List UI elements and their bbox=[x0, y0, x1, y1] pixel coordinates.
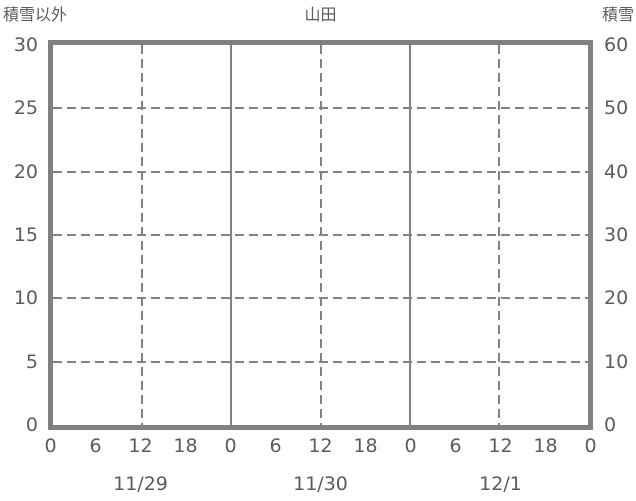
y-right-tick-label: 0 bbox=[604, 414, 617, 436]
x-date-label: 11/29 bbox=[113, 473, 168, 495]
y-left-tick-label: 5 bbox=[25, 350, 38, 373]
x-hour-tick-label: 0 bbox=[44, 435, 57, 457]
y-right-tick-label: 50 bbox=[604, 97, 629, 120]
noon-gridline bbox=[319, 45, 322, 425]
y-left-tick-label: 25 bbox=[13, 97, 38, 120]
x-hour-tick-label: 0 bbox=[224, 435, 237, 457]
x-hour-tick-label: 6 bbox=[89, 435, 102, 457]
y-right-tick-label: 40 bbox=[604, 160, 629, 183]
y-left-tick-label: 15 bbox=[13, 224, 38, 246]
x-hour-tick-label: 6 bbox=[449, 435, 462, 457]
x-hour-tick-label: 18 bbox=[173, 435, 198, 457]
y-right-tick-label: 20 bbox=[604, 287, 629, 310]
x-hour-tick-label: 12 bbox=[308, 435, 333, 457]
left-axis-title: 積雪以外 bbox=[3, 5, 68, 24]
y-left-tick-label: 0 bbox=[25, 414, 38, 436]
x-hour-tick-label: 0 bbox=[404, 435, 417, 457]
noon-gridline bbox=[141, 45, 144, 425]
y-right-tick-label: 10 bbox=[604, 350, 629, 373]
y-left-tick-label: 30 bbox=[13, 34, 38, 56]
midnight-gridline bbox=[230, 45, 233, 425]
y-left-tick-label: 10 bbox=[13, 287, 38, 310]
x-hour-tick-label: 18 bbox=[353, 435, 378, 457]
x-date-label: 12/1 bbox=[479, 473, 522, 495]
midnight-gridline bbox=[408, 45, 411, 425]
y-left-tick-label: 20 bbox=[13, 160, 38, 183]
noon-gridline bbox=[497, 45, 500, 425]
x-hour-tick-label: 12 bbox=[128, 435, 153, 457]
y-right-tick-label: 30 bbox=[604, 224, 629, 246]
chart-title: 山田 bbox=[304, 5, 337, 24]
x-hour-tick-label: 6 bbox=[269, 435, 282, 457]
right-axis-title: 積雪 bbox=[601, 5, 634, 24]
x-hour-tick-label: 18 bbox=[533, 435, 558, 457]
x-hour-tick-label: 12 bbox=[488, 435, 513, 457]
plot-area bbox=[48, 40, 593, 430]
y-right-tick-label: 60 bbox=[604, 34, 629, 56]
x-date-label: 11/30 bbox=[293, 473, 348, 495]
x-hour-tick-label: 0 bbox=[584, 435, 597, 457]
